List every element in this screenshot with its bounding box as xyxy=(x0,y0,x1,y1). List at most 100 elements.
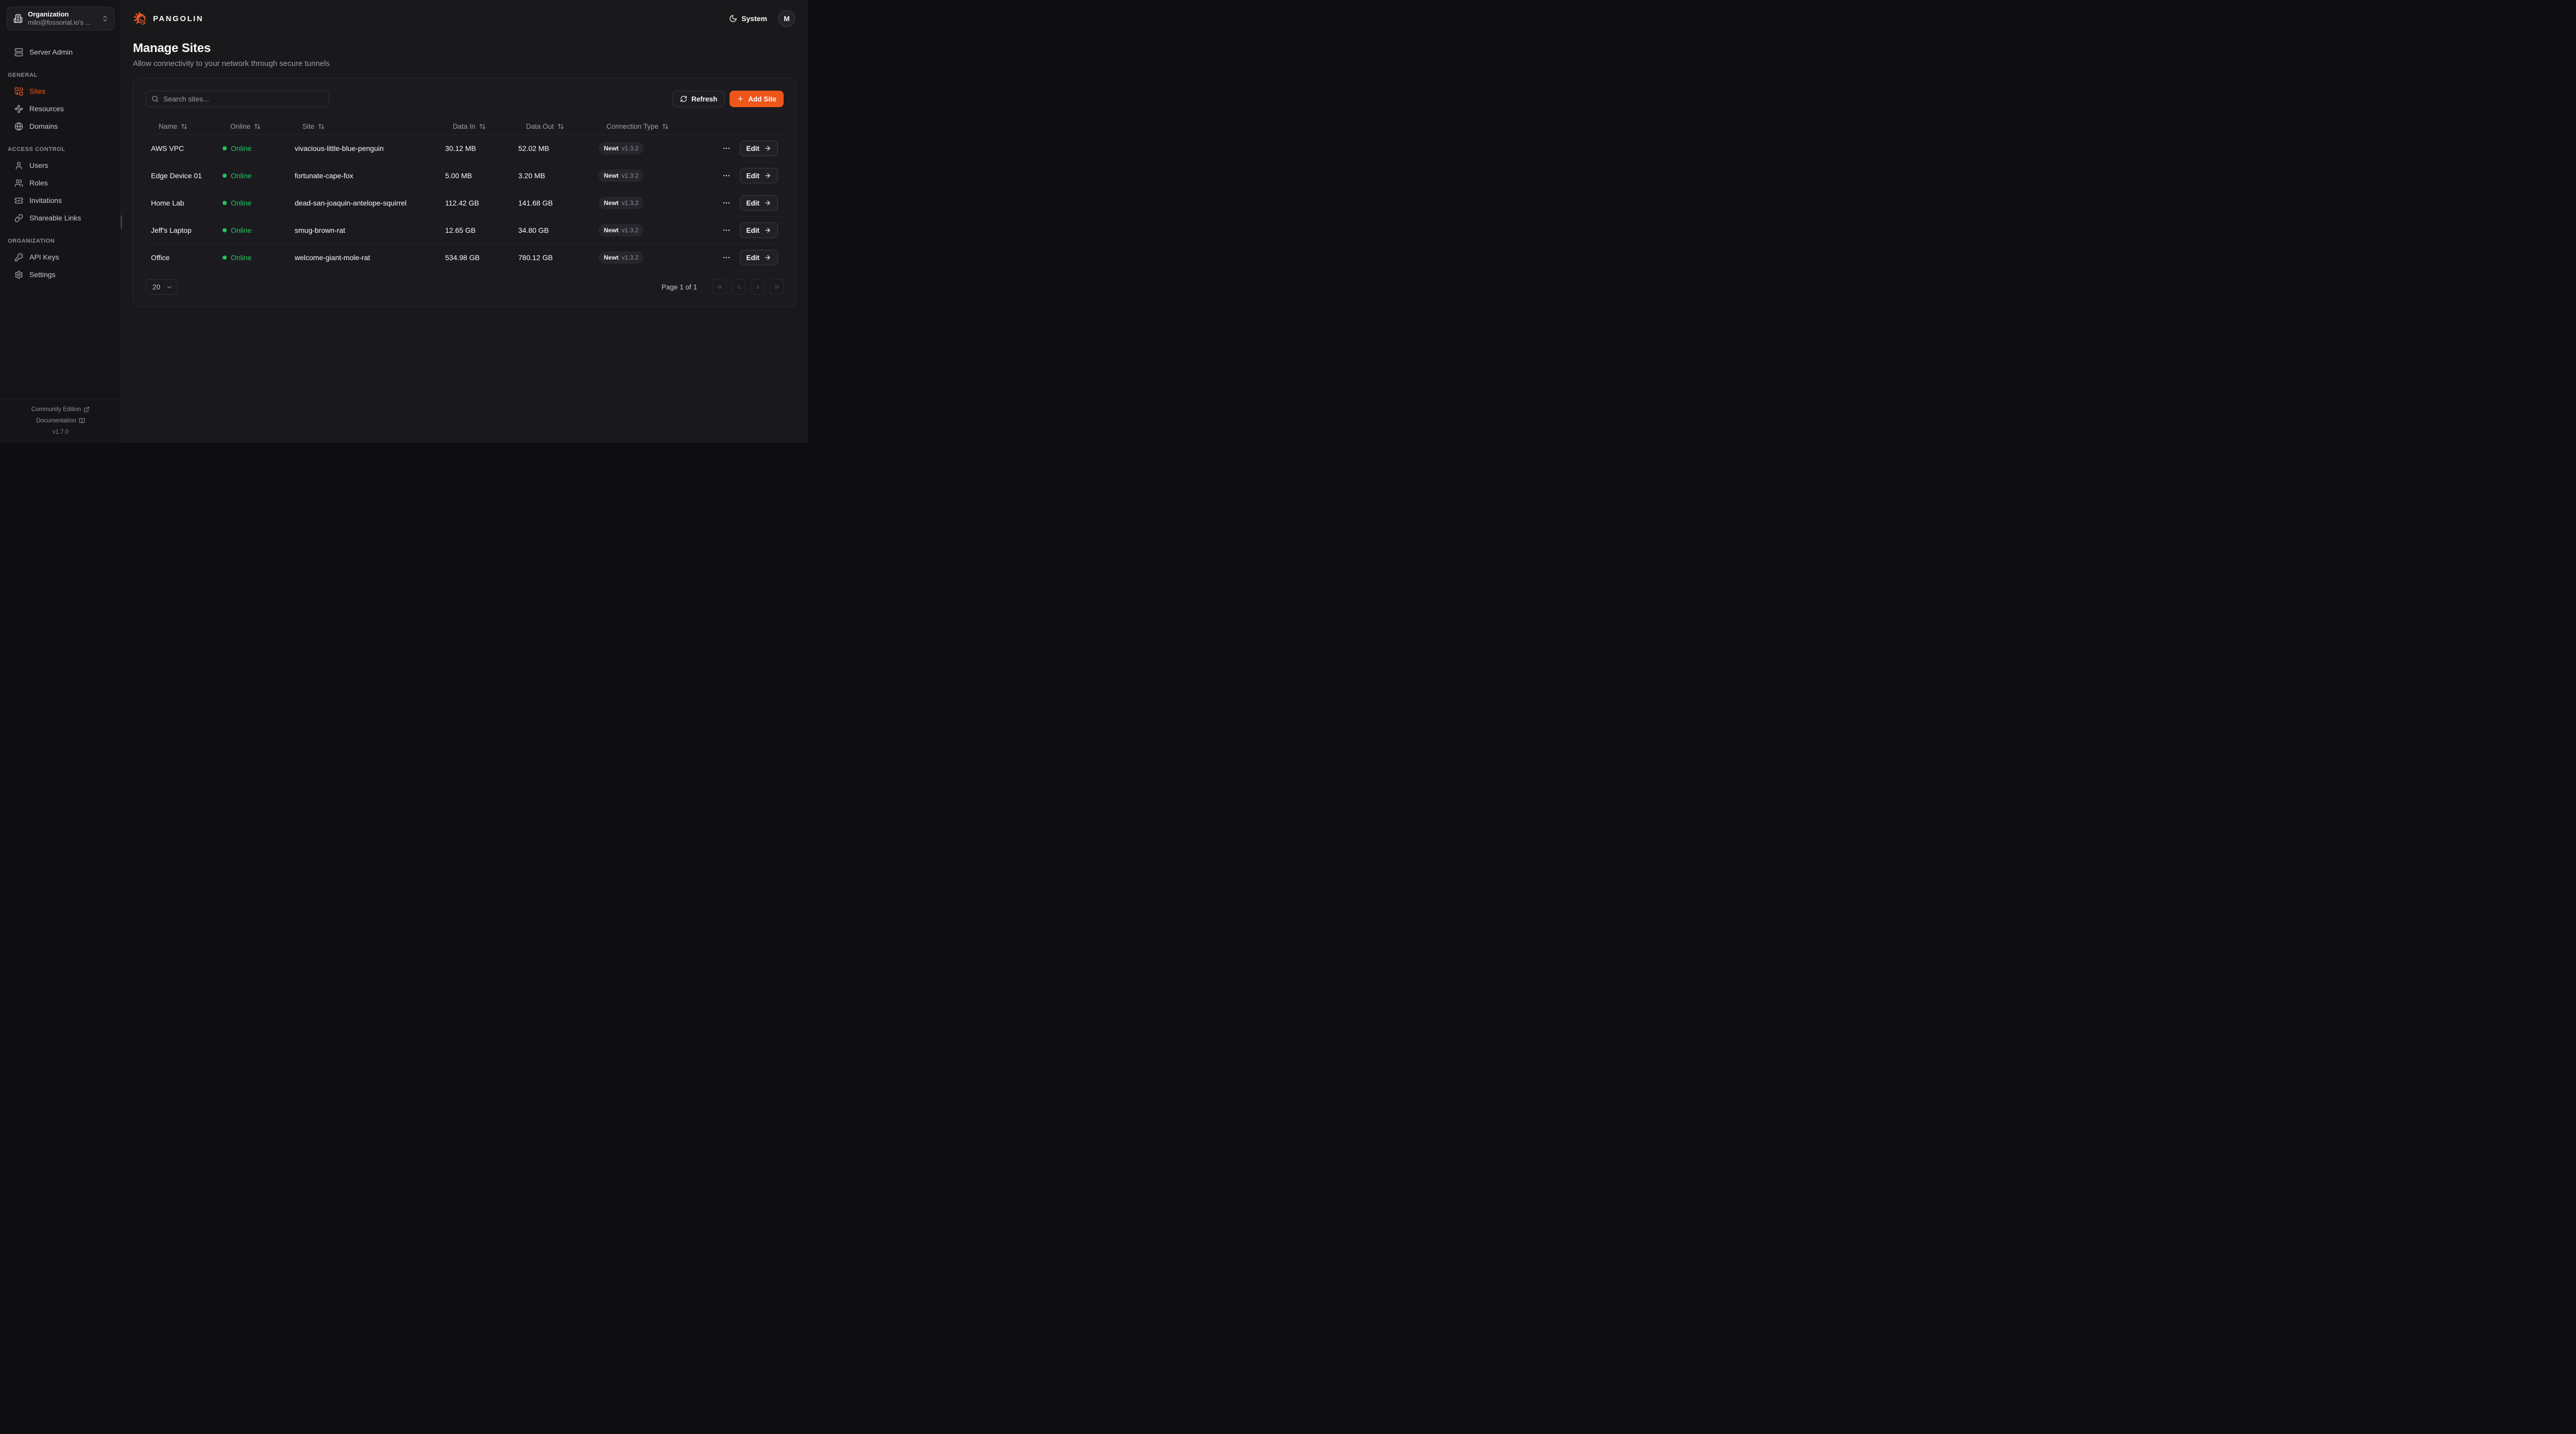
sidebar-resize-handle[interactable] xyxy=(121,215,122,229)
sidebar-item-shareable-links[interactable]: Shareable Links xyxy=(7,210,114,226)
cell-online: Online xyxy=(217,172,290,180)
sidebar-item-label: API Keys xyxy=(29,253,59,261)
cell-actions: Edit xyxy=(670,223,784,238)
sidebar-item-resources[interactable]: Resources xyxy=(7,101,114,116)
edit-button[interactable]: Edit xyxy=(739,141,778,156)
org-selector[interactable]: Organization milo@fossorial.io's ... xyxy=(7,7,114,30)
globe-icon xyxy=(14,122,23,130)
column-header-site[interactable]: Site xyxy=(290,123,440,130)
column-header-online[interactable]: Online xyxy=(217,123,290,130)
edit-button[interactable]: Edit xyxy=(739,223,778,238)
column-header-name[interactable]: Name xyxy=(146,123,217,130)
cell-connection-type: Newt v1.3.2 xyxy=(594,197,670,209)
cell-online: Online xyxy=(217,226,290,234)
brand-logo[interactable]: PANGOLIN xyxy=(133,11,204,26)
table-row: Jeff's Laptop Online smug-brown-rat 12.6… xyxy=(146,217,784,244)
last-page-button[interactable] xyxy=(770,279,784,295)
cell-actions: Edit xyxy=(670,141,784,156)
building-icon xyxy=(13,14,23,23)
edit-button[interactable]: Edit xyxy=(739,195,778,211)
column-header-label: Name xyxy=(159,122,178,130)
sidebar-item-label: Roles xyxy=(29,179,48,187)
online-dot xyxy=(223,255,227,260)
sidebar-item-server-admin[interactable]: Server Admin xyxy=(7,44,114,60)
connection-badge: Newt v1.3.2 xyxy=(599,142,644,155)
add-site-button[interactable]: Add Site xyxy=(730,91,784,107)
page-subtitle: Allow connectivity to your network throu… xyxy=(133,59,330,68)
ticket-check-icon xyxy=(14,197,23,203)
connection-type: Newt xyxy=(604,145,619,152)
connection-type: Newt xyxy=(604,172,619,179)
chevron-left-icon xyxy=(737,284,740,289)
cell-site: welcome-giant-mole-rat xyxy=(295,253,370,262)
ellipsis-icon xyxy=(723,229,730,231)
external-link-icon xyxy=(84,407,90,412)
sidebar-item-label: Domains xyxy=(29,122,58,130)
status-badge: Online xyxy=(231,226,252,234)
sidebar-item-api-keys[interactable]: API Keys xyxy=(7,249,114,265)
row-menu-button[interactable] xyxy=(721,170,732,181)
edit-label: Edit xyxy=(746,144,760,152)
edit-label: Edit xyxy=(746,226,760,234)
sidebar-item-label: Shareable Links xyxy=(29,214,81,222)
connection-version: v1.3.2 xyxy=(621,227,639,234)
community-edition-link[interactable]: Community Edition xyxy=(0,404,121,415)
connection-version: v1.3.2 xyxy=(621,145,639,152)
add-site-label: Add Site xyxy=(748,95,776,103)
sort-icon xyxy=(479,124,485,129)
page-size-select[interactable]: 20 xyxy=(146,279,178,295)
cell-online: Online xyxy=(217,253,290,262)
edit-button[interactable]: Edit xyxy=(739,250,778,265)
cell-online: Online xyxy=(217,144,290,152)
theme-toggle[interactable]: System xyxy=(729,14,767,23)
table-footer: 20 Page 1 of 1 xyxy=(146,279,784,295)
card-toolbar: Refresh Add Site xyxy=(146,91,784,107)
documentation-link[interactable]: Documentation xyxy=(0,415,121,426)
sidebar-item-domains[interactable]: Domains xyxy=(7,118,114,134)
key-icon xyxy=(14,253,23,261)
sidebar-footer: Community Edition Documentation v1.7.0 xyxy=(0,399,121,443)
search-icon xyxy=(152,96,158,102)
sidebar-item-label: Invitations xyxy=(29,196,62,204)
ellipsis-icon xyxy=(723,257,730,259)
sidebar-item-invitations[interactable]: Invitations xyxy=(7,193,114,208)
cell-actions: Edit xyxy=(670,250,784,265)
pager xyxy=(713,279,784,295)
sidebar-item-roles[interactable]: Roles xyxy=(7,175,114,191)
page-status: Page 1 of 1 xyxy=(661,283,697,291)
edit-label: Edit xyxy=(746,253,760,262)
first-page-button[interactable] xyxy=(713,279,726,295)
column-header-data-in[interactable]: Data In xyxy=(440,123,513,130)
arrow-right-icon xyxy=(765,228,770,233)
row-menu-button[interactable] xyxy=(721,225,732,236)
topbar: PANGOLIN System M xyxy=(122,0,808,37)
cell-name: Jeff's Laptop xyxy=(151,226,192,234)
sort-icon xyxy=(318,124,325,129)
cell-connection-type: Newt v1.3.2 xyxy=(594,142,670,155)
status-badge: Online xyxy=(231,253,252,262)
online-dot xyxy=(223,228,227,232)
row-menu-button[interactable] xyxy=(721,143,732,154)
refresh-button[interactable]: Refresh xyxy=(672,91,725,107)
chevrons-up-down-icon xyxy=(103,15,107,22)
cell-name: Edge Device 01 xyxy=(151,172,202,180)
cell-site: smug-brown-rat xyxy=(295,226,346,234)
column-header-data-out[interactable]: Data Out xyxy=(513,123,594,130)
next-page-button[interactable] xyxy=(751,279,765,295)
column-header-connection-type[interactable]: Connection Type xyxy=(594,123,670,130)
sidebar-item-users[interactable]: Users xyxy=(7,158,114,173)
previous-page-button[interactable] xyxy=(732,279,745,295)
row-menu-button[interactable] xyxy=(721,197,732,209)
search-input[interactable] xyxy=(146,91,329,107)
status-badge: Online xyxy=(231,144,252,152)
column-header-label: Online xyxy=(230,122,251,130)
connection-badge: Newt v1.3.2 xyxy=(599,224,644,236)
sidebar-item-settings[interactable]: Settings xyxy=(7,267,114,282)
edit-button[interactable]: Edit xyxy=(739,168,778,183)
sidebar-item-sites[interactable]: Sites xyxy=(7,83,114,99)
avatar[interactable]: M xyxy=(778,10,795,27)
pager-zone: Page 1 of 1 xyxy=(662,279,784,295)
refresh-label: Refresh xyxy=(691,95,718,103)
row-menu-button[interactable] xyxy=(721,252,732,263)
table-row: AWS VPC Online vivacious-little-blue-pen… xyxy=(146,135,784,162)
